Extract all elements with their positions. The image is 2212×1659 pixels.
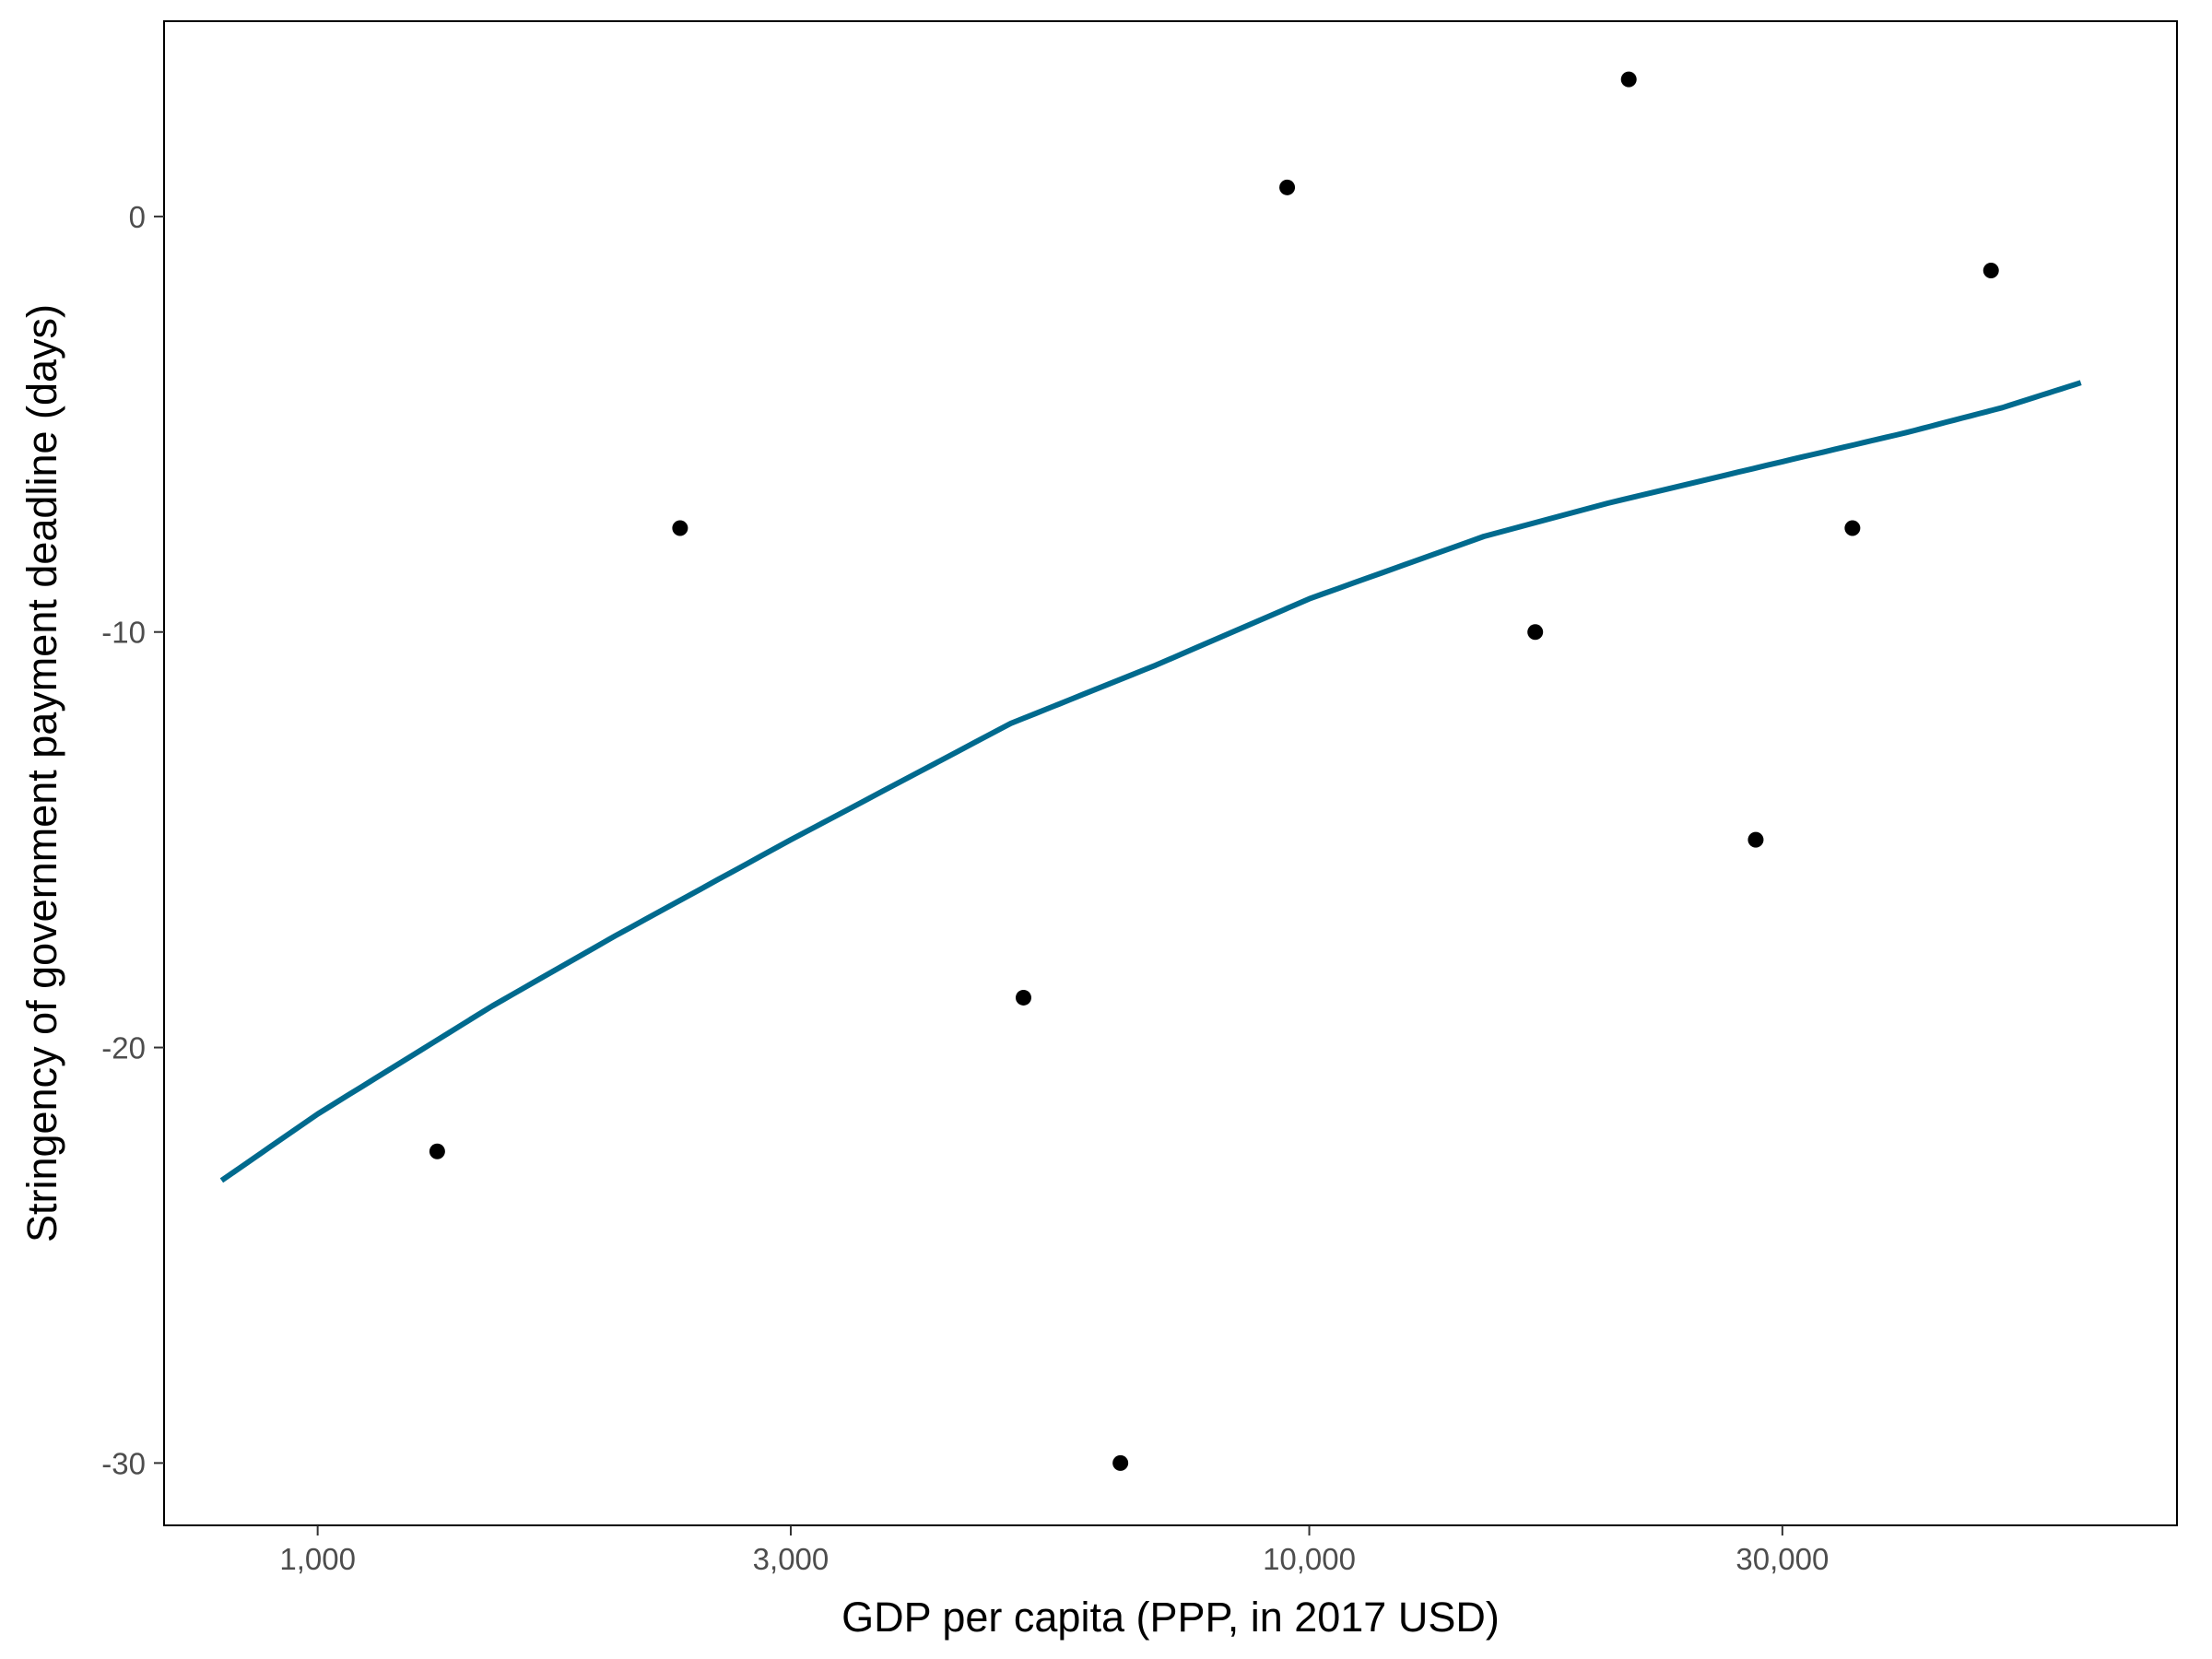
plot-panel bbox=[163, 20, 2178, 1526]
data-point bbox=[1527, 624, 1544, 641]
y-tick-label: -30 bbox=[101, 1446, 146, 1480]
fit-line-layer bbox=[219, 380, 2082, 1183]
x-axis: 1,000 3,000 10,000 30,000 bbox=[279, 1525, 1829, 1576]
data-point bbox=[429, 1143, 445, 1159]
data-point bbox=[1279, 179, 1296, 195]
y-axis: 0 -10 -20 -30 bbox=[101, 200, 164, 1480]
data-point bbox=[1620, 71, 1637, 88]
data-point bbox=[1844, 520, 1861, 536]
x-axis-title: GDP per capita (PPP, in 2017 USD) bbox=[841, 1594, 1500, 1641]
x-tick-label: 30,000 bbox=[1735, 1542, 1829, 1576]
x-tick-label: 1,000 bbox=[279, 1542, 356, 1576]
y-tick-label: -20 bbox=[101, 1031, 146, 1065]
data-point bbox=[1747, 831, 1764, 848]
data-point bbox=[1983, 262, 1999, 278]
y-axis-title: Stringency of government payment deadlin… bbox=[18, 304, 65, 1242]
y-tick-label: -10 bbox=[101, 616, 146, 650]
fit-line bbox=[219, 380, 2082, 1183]
data-point bbox=[1015, 989, 1031, 1006]
x-tick-label: 3,000 bbox=[753, 1542, 830, 1576]
data-point bbox=[1112, 1454, 1129, 1471]
x-tick-label: 10,000 bbox=[1263, 1542, 1356, 1576]
y-tick-label: 0 bbox=[129, 200, 146, 234]
points-layer bbox=[429, 71, 1999, 1471]
data-point bbox=[672, 520, 688, 536]
